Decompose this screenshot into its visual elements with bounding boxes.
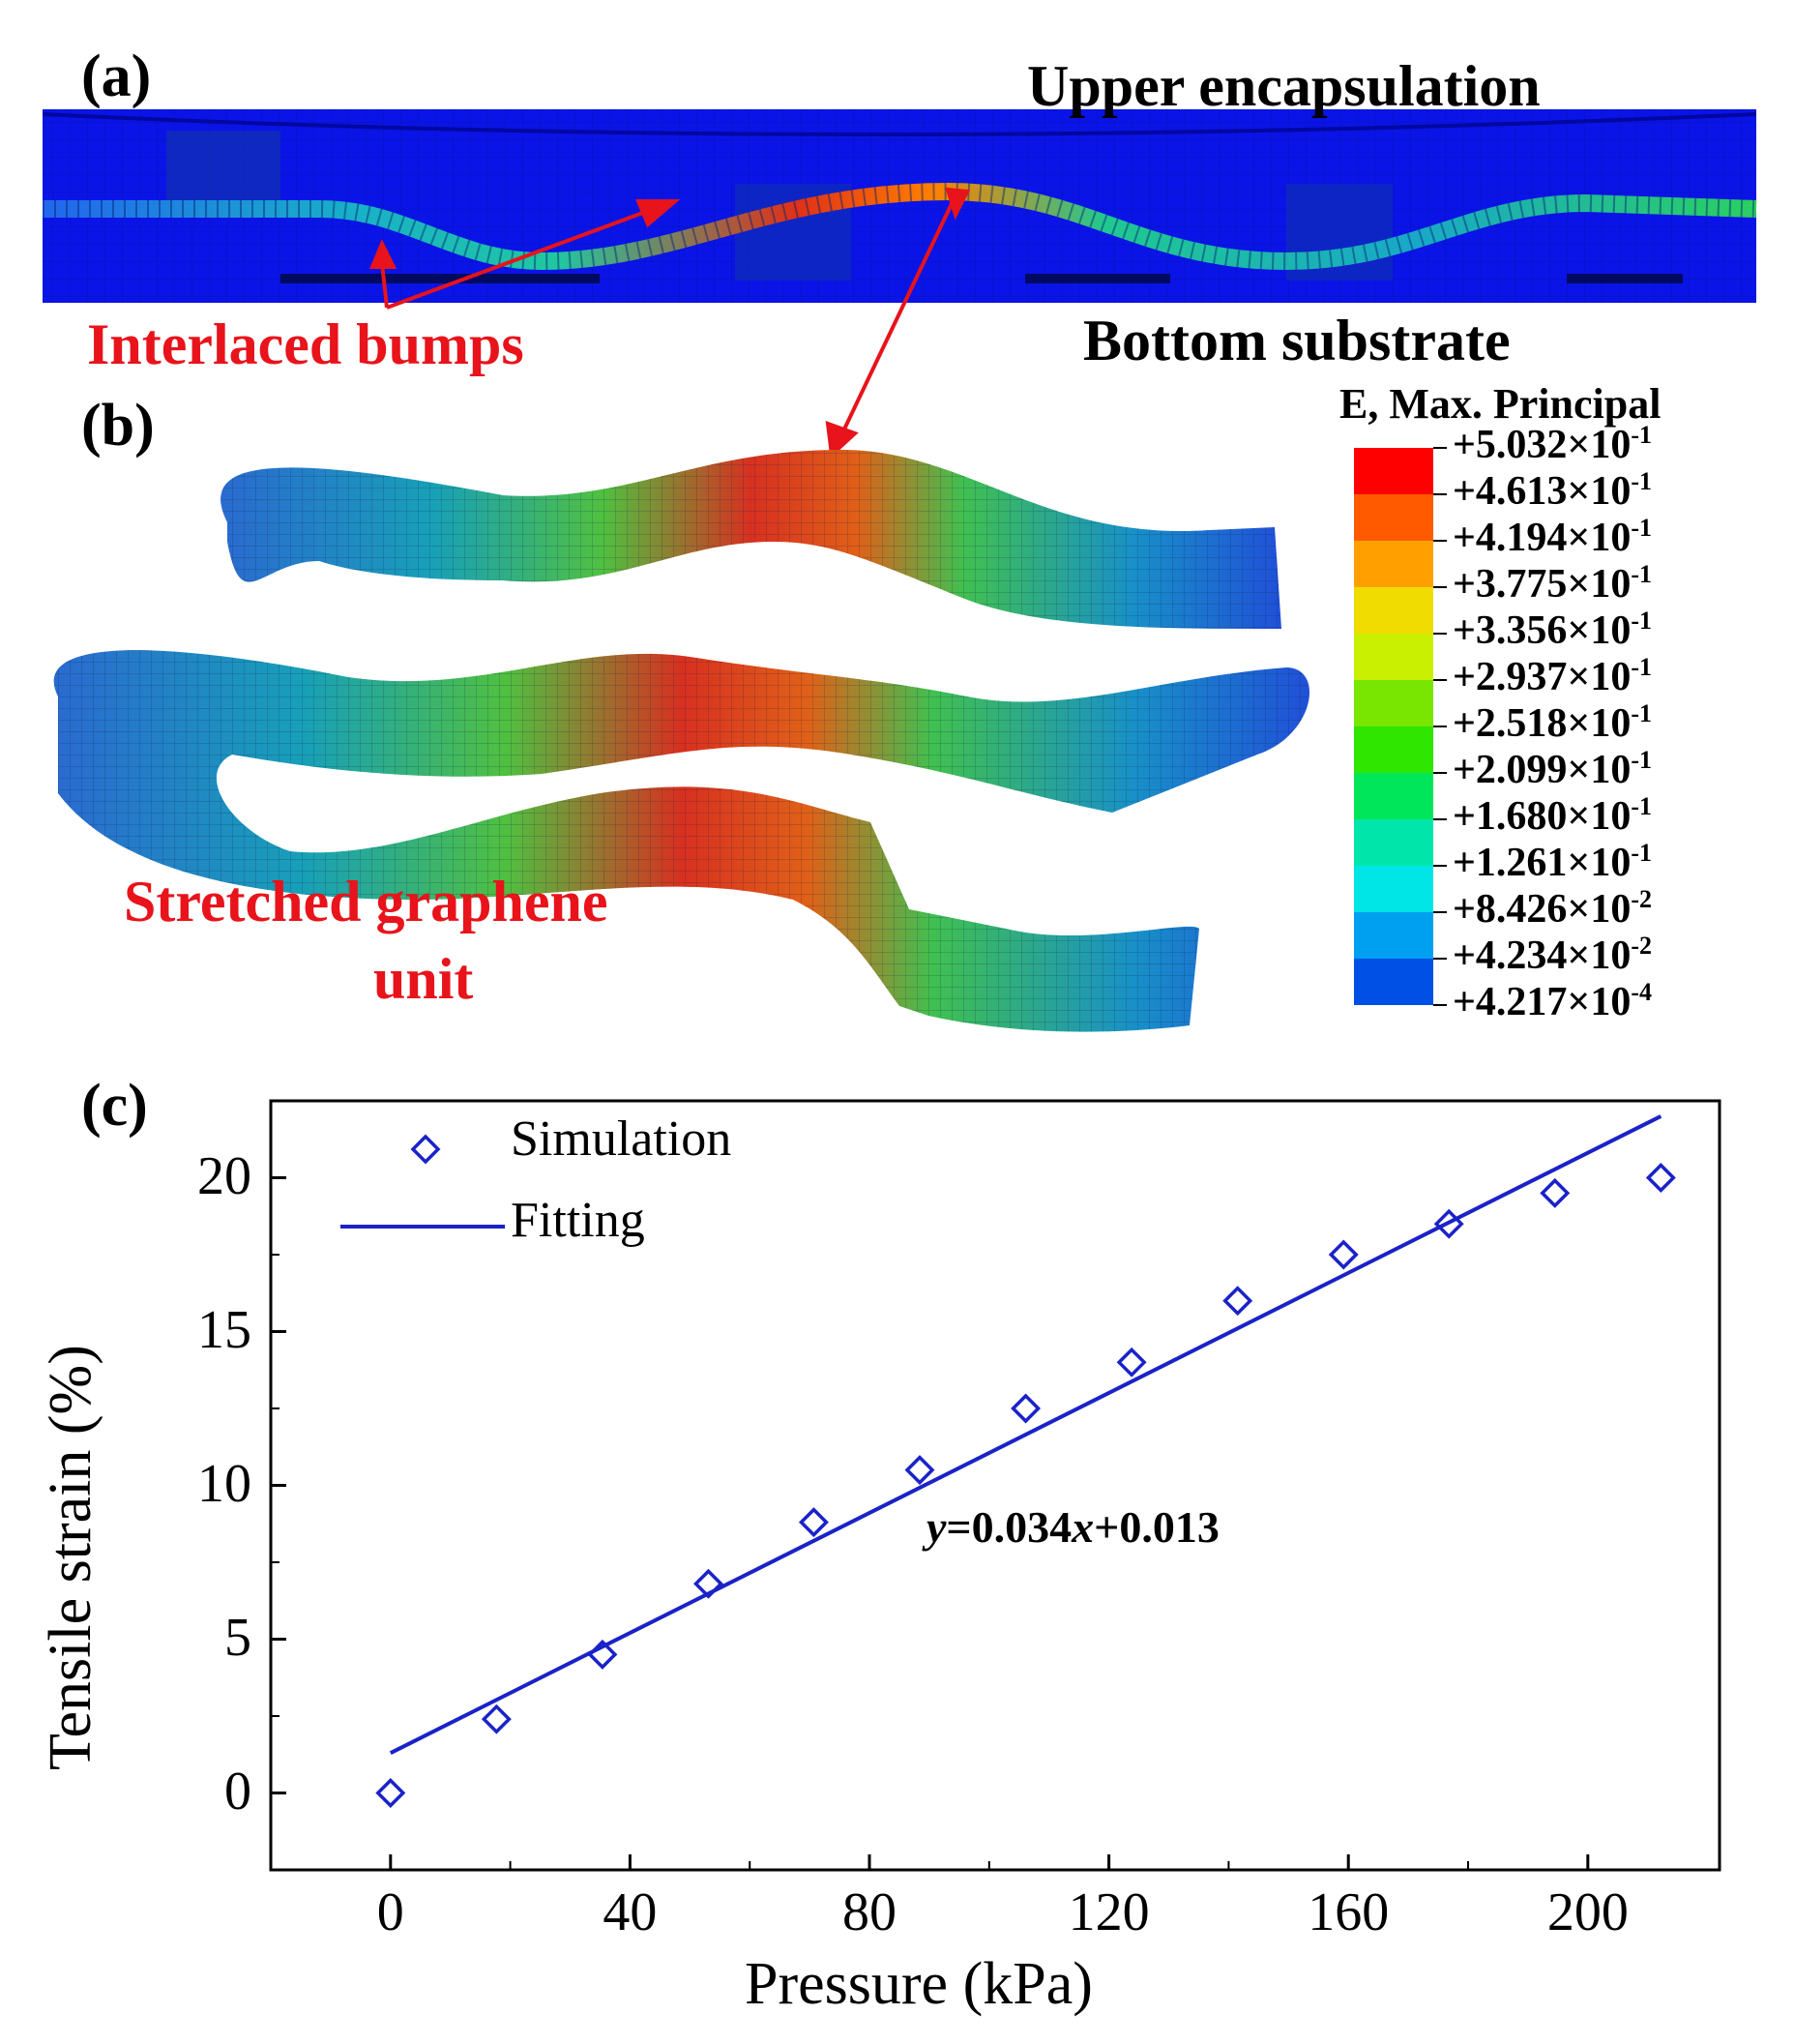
legend-fitting: Fitting — [511, 1193, 645, 1248]
x-tick-label: 0 — [376, 1882, 404, 1942]
x-axis-label: Pressure (kPa) — [745, 1951, 1093, 2017]
x-tick-label: 40 — [603, 1882, 658, 1942]
legend-swatch — [1354, 959, 1433, 1005]
simulation-point — [904, 1455, 935, 1486]
legend-entry: +2.518×10-1 — [1453, 699, 1653, 746]
simulation-point — [587, 1639, 618, 1670]
unit-label-line2: unit — [373, 947, 474, 1011]
legend-simulation-marker — [410, 1134, 441, 1165]
legend-entry: +4.217×10-4 — [1453, 978, 1653, 1024]
fit-equation: y=0.034x+0.013 — [926, 1502, 1220, 1552]
legend-swatch — [1354, 912, 1433, 959]
legend-entry: +4.613×10-1 — [1453, 467, 1653, 514]
y-tick-label: 20 — [197, 1145, 251, 1206]
cross-section-model — [42, 109, 1757, 303]
legend-swatch — [1354, 773, 1433, 819]
legend-swatch — [1354, 541, 1433, 587]
chart-legend — [340, 1134, 505, 1229]
legend-entry: +4.194×10-1 — [1453, 514, 1653, 560]
simulation-point — [1540, 1177, 1571, 1208]
panel-c-label: (c) — [81, 1073, 148, 1139]
simulation-point — [1433, 1208, 1464, 1239]
legend-entry: +4.234×10-2 — [1453, 932, 1653, 978]
legend-swatch — [1354, 448, 1433, 494]
legend-entry: +1.261×10-1 — [1453, 839, 1653, 885]
y-tick-label: 0 — [224, 1761, 251, 1822]
simulation-point — [1011, 1393, 1042, 1424]
legend-swatch — [1354, 726, 1433, 773]
fem-figure — [42, 109, 1757, 1032]
x-tick-label: 120 — [1068, 1882, 1150, 1942]
legend-simulation: Simulation — [511, 1111, 732, 1167]
simulation-point — [798, 1507, 829, 1538]
bumps-arrows — [369, 187, 971, 459]
simulation-point — [375, 1778, 406, 1808]
plot-frame — [269, 1099, 1721, 1872]
legend-swatch — [1354, 494, 1433, 541]
x-tick-label: 160 — [1308, 1882, 1390, 1942]
panel-a-label: (a) — [81, 44, 152, 109]
strain-color-legend — [1354, 447, 1447, 1006]
interlaced-bumps-label: Interlaced bumps — [87, 312, 524, 376]
legend-entry: +2.099×10-1 — [1453, 746, 1653, 792]
graphene-unit-model — [53, 450, 1310, 1032]
legend-entry: +5.032×10-1 — [1453, 421, 1653, 467]
legend-swatch — [1354, 587, 1433, 634]
legend-swatch — [1354, 680, 1433, 726]
legend-entry: +3.356×10-1 — [1453, 607, 1653, 653]
unit-label-line1: Stretched graphene — [124, 870, 608, 933]
bottom-substrate-label: Bottom substrate — [1083, 309, 1511, 372]
legend-entry: +1.680×10-1 — [1453, 792, 1653, 839]
simulation-point — [1116, 1347, 1147, 1377]
legend-entry: +8.426×10-2 — [1453, 885, 1653, 932]
legend-swatch — [1354, 819, 1433, 866]
legend-swatch — [1354, 866, 1433, 912]
simulation-point — [1222, 1286, 1253, 1317]
simulation-point — [1645, 1163, 1676, 1193]
legend-entry: +2.937×10-1 — [1453, 653, 1653, 699]
x-tick-label: 80 — [842, 1882, 897, 1942]
y-axis-label: Tensile strain (%) — [38, 1345, 103, 1770]
y-tick-label: 5 — [224, 1607, 251, 1668]
panel-b-label: (b) — [81, 393, 155, 459]
legend-swatch — [1354, 634, 1433, 680]
legend-title: E, Max. Principal — [1339, 380, 1662, 428]
simulation-point — [1328, 1239, 1359, 1270]
upper-encapsulation-label: Upper encapsulation — [1027, 54, 1541, 118]
x-tick-label: 200 — [1546, 1882, 1629, 1942]
legend-entry: +3.775×10-1 — [1453, 560, 1653, 607]
simulation-point — [693, 1568, 723, 1599]
simulation-point — [481, 1703, 512, 1734]
y-tick-label: 10 — [197, 1453, 251, 1514]
y-tick-label: 15 — [197, 1299, 251, 1360]
